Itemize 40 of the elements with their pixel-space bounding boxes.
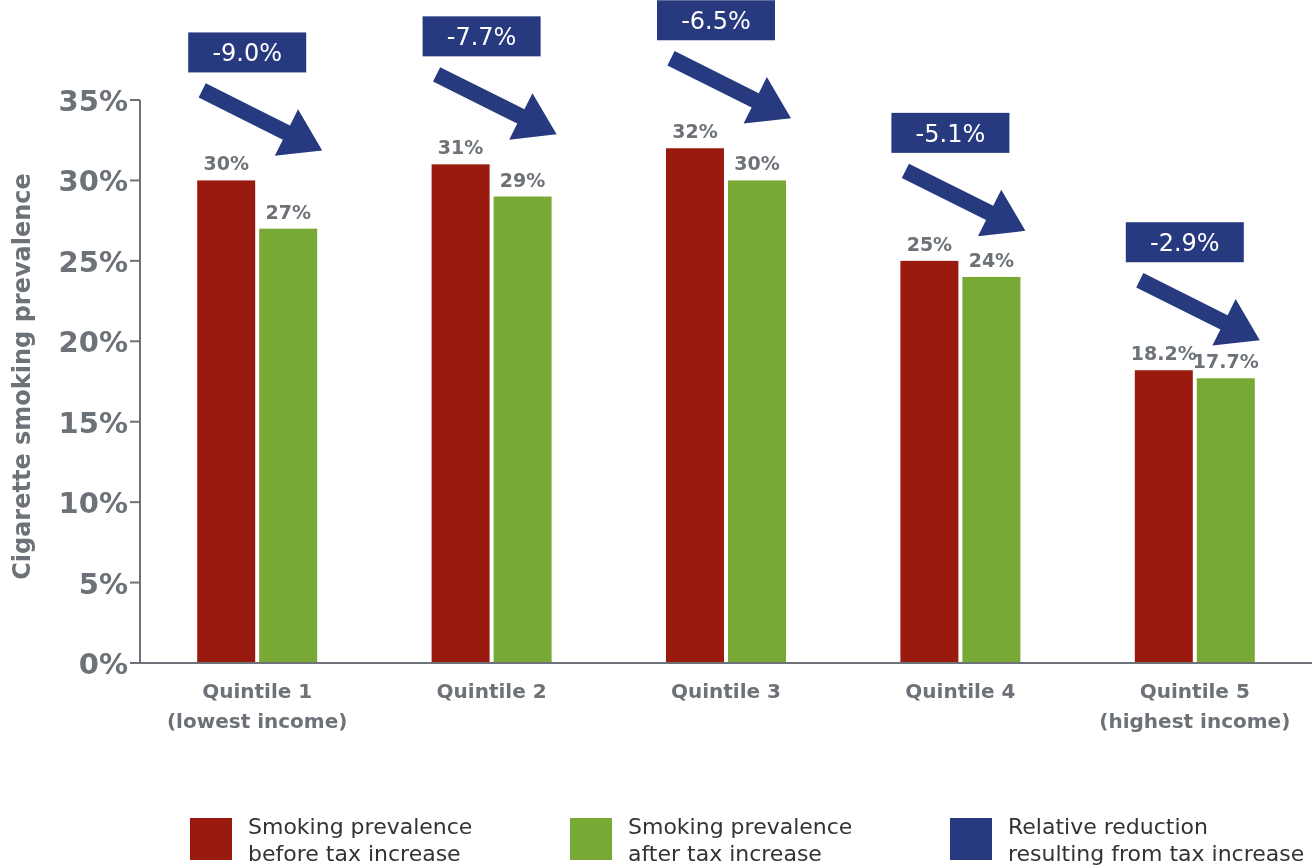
y-tick-label: 35% xyxy=(58,84,128,118)
x-tick-label: Quintile 4 xyxy=(905,679,1016,703)
annotation: -2.9% xyxy=(1149,229,1220,258)
x-tick-label: Quintile 2 xyxy=(436,679,547,703)
y-tick-label: 0% xyxy=(78,647,128,681)
bar xyxy=(962,276,1021,663)
y-tick-label: 10% xyxy=(58,486,128,521)
data-label: 27% xyxy=(265,200,311,223)
x-tick-label: Quintile 1 (lowest income) xyxy=(166,679,348,733)
legend-label: Relative reduction resulting from tax increase xyxy=(1008,814,1305,865)
y-axis-title: Cigarette smoking prevalence xyxy=(8,173,36,580)
annotation: -5.1% xyxy=(915,119,986,148)
bar xyxy=(493,196,552,663)
bar xyxy=(259,228,318,663)
y-tick-label: 20% xyxy=(58,325,128,360)
data-label: 24% xyxy=(968,248,1015,271)
y-tick-label: 25% xyxy=(58,244,128,279)
data-label: 30% xyxy=(734,152,780,175)
data-label: 32% xyxy=(672,120,718,143)
bar xyxy=(666,148,724,663)
y-tick-label: 30% xyxy=(58,164,128,199)
bar xyxy=(1196,378,1255,663)
bar xyxy=(900,260,959,663)
data-label: 30% xyxy=(203,152,249,175)
y-tick-label: 5% xyxy=(78,566,128,601)
bar xyxy=(728,180,786,663)
y-tick-label: 15% xyxy=(58,405,128,440)
legend-label: Smoking prevalence before tax increase xyxy=(248,814,473,865)
legend-label: Smoking prevalence after tax increase xyxy=(628,814,853,865)
x-tick-label: Quintile 3 xyxy=(670,679,782,703)
bar xyxy=(197,180,256,663)
data-label: 29% xyxy=(499,168,546,191)
bar xyxy=(1134,370,1193,663)
bar xyxy=(431,164,490,663)
data-label: 31% xyxy=(437,136,484,159)
text: -7.7% xyxy=(446,23,517,52)
text: -9.0% xyxy=(212,39,283,68)
data-label: 25% xyxy=(906,232,953,255)
x-tick-label: Quintile 5 (highest income) xyxy=(1099,679,1291,733)
text: -6.5% xyxy=(681,7,751,36)
